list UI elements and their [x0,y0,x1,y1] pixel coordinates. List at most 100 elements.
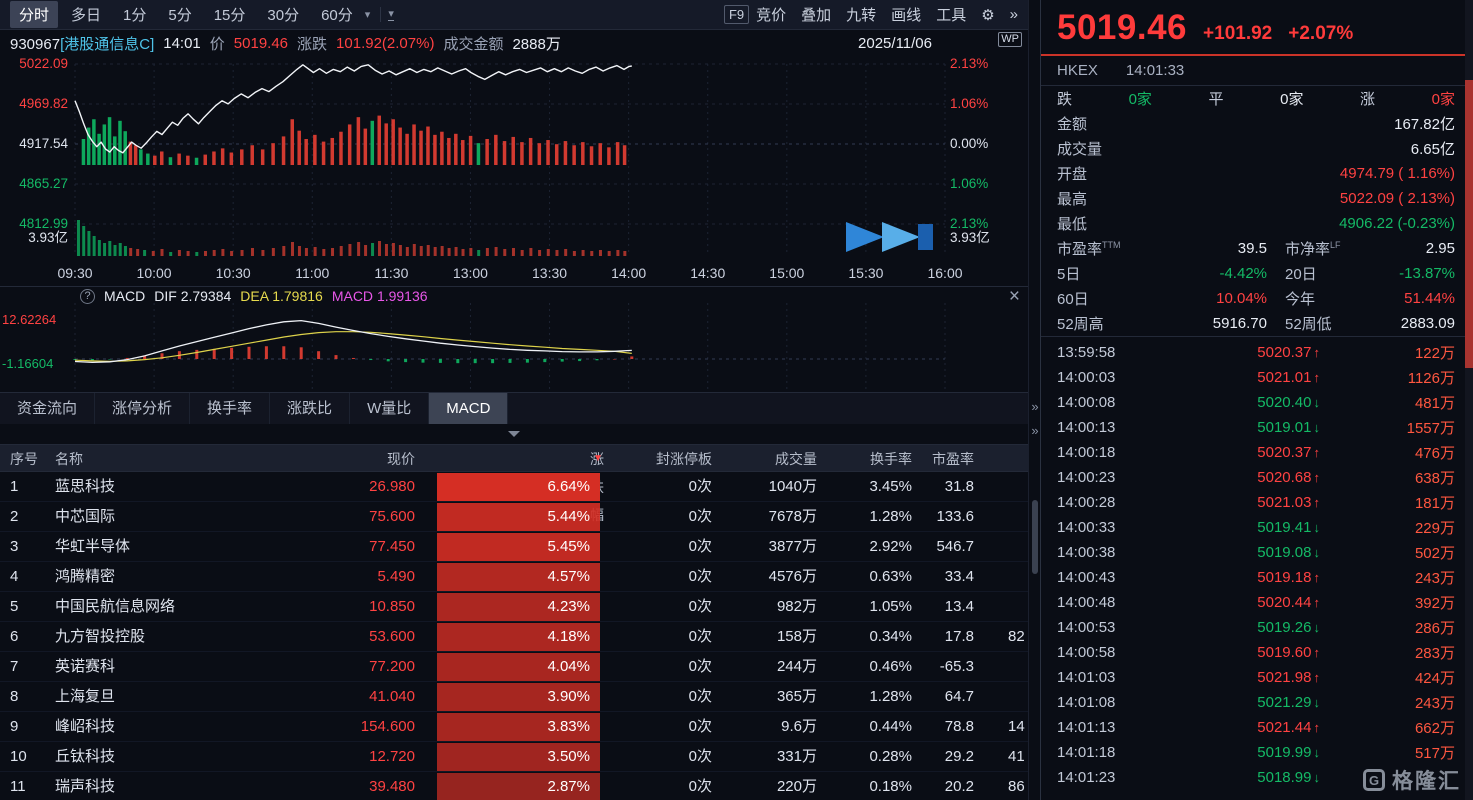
pe-ratio: 31.8 [944,478,974,495]
turnover-rate: 0.28% [869,748,912,765]
tab-macd[interactable]: MACD [429,393,509,424]
chevron-down-icon[interactable] [508,431,520,437]
period-30min[interactable]: 30分 [267,7,300,24]
settings-gear-icon[interactable]: ⚙ [981,6,995,24]
tick-list[interactable]: 13:59:58 5020.37 ↑ 122万 14:00:03 5021.01 ↑ 1126… [1041,337,1473,790]
tab-volume-ratio[interactable]: W量比 [350,393,430,424]
tick-amount: 286万 [1414,620,1455,637]
table-row[interactable]: 7 英诺赛科 77.200 4.04% 0次 244万 0.46% -65.3 [0,652,1028,682]
stock-code[interactable]: 930967[港股通信息C] [10,35,155,53]
period-5min[interactable]: 5分 [168,7,192,24]
tick-amount: 122万 [1414,345,1455,362]
amount-value: 2888万 [512,35,561,53]
chart-header: 930967[港股通信息C] 14:01 价 5019.46 涨跌 101.92… [0,30,1028,56]
header-pe[interactable]: 市盈率 [932,451,974,467]
header-name[interactable]: 名称 [55,451,83,467]
stock-name: 中国民航信息网络 [55,598,176,615]
toolbar: 分时 多日 1分 5分 15分 30分 60分 ▾ ▾ F9 竞价 叠加 九转 画线 工具 ⚙ » [0,0,1028,30]
tick-amount: 229万 [1414,520,1455,537]
table-row[interactable]: 8 上海复旦 41.040 3.90% 0次 365万 1.28% 64.7 [0,682,1028,712]
table-row[interactable]: 4 鸿腾精密 5.490 4.57% 0次 4576万 0.63% 33.4 [0,562,1028,592]
period-intraday[interactable]: 分时 [10,1,59,28]
turnover-rate: 0.34% [869,628,912,645]
period-multiday[interactable]: 多日 [71,7,102,24]
table-row[interactable]: 9 峰岹科技 154.600 3.83% 0次 9.6万 0.44% 78.8 14 [0,712,1028,742]
volume: 220万 [776,778,817,795]
tab-limit-up-analysis[interactable]: 涨停分析 [95,393,191,424]
table-row[interactable]: 6 九方智投控股 53.600 4.18% 0次 158万 0.34% 17.8 82 [0,622,1028,652]
row-index: 10 [10,748,27,765]
header-volume[interactable]: 成交量 [775,451,817,467]
stat-label: 金额 [1057,116,1088,133]
tab-fund-flow[interactable]: 资金流向 [0,393,96,424]
table-row[interactable]: 1 蓝思科技 26.980 6.64% 0次 1040万 3.45% 31.8 [0,472,1028,502]
time-axis-label: 14:00 [611,265,647,281]
limit-up-count: 0次 [688,748,712,765]
period-picker-icon[interactable]: ▾ [388,7,394,21]
macd-dea-value: DEA 1.79816 [240,288,323,304]
row-index: 8 [10,688,19,705]
table-row[interactable]: 10 丘钛科技 12.720 3.50% 0次 331万 0.28% 29.2 41 [0,742,1028,772]
overlay-button[interactable]: 叠加 [801,7,832,24]
header-limit[interactable]: 封涨停板 [656,451,712,467]
panel-splitter[interactable]: » » [1028,0,1040,800]
table-row[interactable]: 2 中芯国际 75.600 5.44% 0次 7678万 1.28% 133.6 [0,502,1028,532]
tick-time: 14:00:43 [1057,569,1116,586]
help-icon[interactable]: ? [80,288,95,304]
volume: 3877万 [768,538,817,555]
stock-name: 中芯国际 [55,508,116,525]
wp-badge-icon[interactable]: WP [998,32,1022,47]
price-axis-label-left: 4917.54 [19,136,68,151]
tick-row: 14:00:33 5019.41 ↓ 229万 [1057,515,1455,540]
tick-row: 14:00:58 5019.60 ↑ 283万 [1057,640,1455,665]
tab-updown-ratio[interactable]: 涨跌比 [270,393,351,424]
time-axis-label: 10:00 [136,265,172,281]
expand-right-icon-2[interactable]: » [1031,423,1039,438]
auction-button[interactable]: 竞价 [756,7,787,24]
period-15min[interactable]: 15分 [213,7,246,24]
quote-scrollbar[interactable] [1465,0,1473,800]
price-axis-label-left: 4969.82 [19,96,68,111]
tick-amount: 424万 [1414,670,1455,687]
f9-key-button[interactable]: F9 [723,5,750,24]
quote-scrollbar-thumb[interactable] [1465,80,1473,368]
macd-panel[interactable]: ? MACD DIF 2.79384 DEA 1.79816 MACD 1.99… [0,286,1028,392]
stat-label: 成交量 [1057,141,1103,158]
pct-change-bar: 3.83% [437,713,600,741]
header-price[interactable]: 现价 [387,451,415,467]
close-icon[interactable]: × [1008,286,1020,307]
period-1min[interactable]: 1分 [123,7,147,24]
tick-price: 5020.40 ↓ [1257,394,1320,411]
tools-button[interactable]: 工具 [936,7,967,24]
draw-line-button[interactable]: 画线 [891,7,922,24]
stock-name: 英诺赛科 [55,658,116,675]
period-dropdown-caret-icon[interactable]: ▾ [364,9,371,21]
stat-value-2: 51.44% [1404,290,1455,307]
down-count: 0家 [1128,91,1152,108]
header-pct-sort[interactable]: 涨跌幅▼ [590,451,604,523]
intraday-chart[interactable]: 5022.09 4969.82 4917.54 4865.27 4812.99 2.13%… [0,56,1028,260]
tick-row: 14:00:53 5019.26 ↓ 286万 [1057,615,1455,640]
pct-axis-label-right: 2.13% [950,216,989,231]
pct-change-bar: 4.23% [437,593,600,621]
toolbar-separator [380,7,382,22]
stat-value: 6.65亿 [1410,141,1455,158]
period-60min[interactable]: 60分 [321,7,353,24]
clipped-column-value: 82 [1008,628,1025,645]
table-row[interactable]: 3 华虹半导体 77.450 5.45% 0次 3877万 2.92% 546.7 [0,532,1028,562]
time-axis-label: 13:30 [532,265,568,281]
pe-ratio: 546.7 [936,538,974,555]
header-no[interactable]: 序号 [10,451,38,467]
table-row[interactable]: 5 中国民航信息网络 10.850 4.23% 0次 982万 1.05% 13.4 [0,592,1028,622]
table-scrollbar-thumb[interactable] [1032,500,1038,574]
header-turnover[interactable]: 换手率 [870,451,912,467]
tab-turnover-rate[interactable]: 换手率 [190,393,271,424]
pe-ratio: 20.2 [944,778,974,795]
toolbar-expand-icon[interactable]: » [1009,6,1018,23]
expand-right-icon[interactable]: » [1031,399,1039,414]
nine-turn-button[interactable]: 九转 [846,7,877,24]
stat-label: 52周高 [1057,316,1104,333]
quote-stat-row: 5日 -4.42% 20日 -13.87% [1057,261,1455,286]
table-row[interactable]: 11 瑞声科技 39.480 2.87% 0次 220万 0.18% 20.2 86 [0,772,1028,800]
